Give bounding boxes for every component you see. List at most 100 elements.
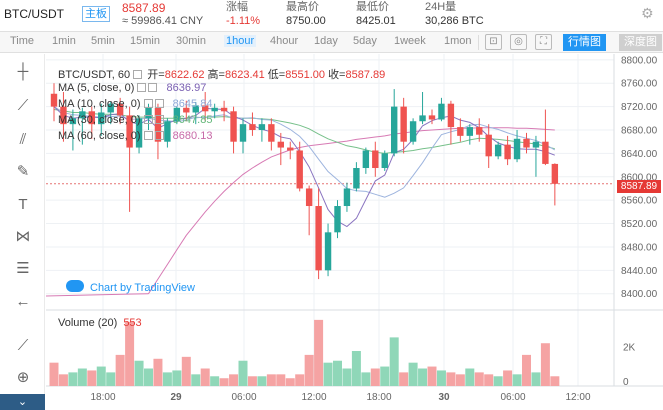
interval-time[interactable]: Time <box>10 35 35 47</box>
volume-bar <box>512 374 522 386</box>
candle-body <box>50 93 58 107</box>
last-price: 8587.89 <box>122 1 166 15</box>
volume-bar <box>304 354 314 386</box>
trendline-icon[interactable]: ⟋ <box>17 97 29 114</box>
indicators-icon[interactable]: ◎ <box>510 34 527 50</box>
candle-body <box>268 124 275 142</box>
volume-bar <box>399 372 409 386</box>
candle-body <box>551 163 559 184</box>
stat-value: 8750.00 <box>286 15 326 27</box>
volume-bar <box>285 378 295 386</box>
ma-name: MA (30, close, 0) <box>58 114 141 126</box>
fib-icon[interactable]: ⫽ <box>19 131 27 148</box>
stat-low: 最低价 8425.01 <box>356 1 396 28</box>
volume-bar <box>474 372 484 386</box>
watermark-text: Chart by TradingView <box>90 282 195 294</box>
visibility-icon[interactable] <box>143 131 153 140</box>
high-value: 8623.41 <box>224 69 265 81</box>
interval-1mon[interactable]: 1mon <box>444 35 472 47</box>
candle-body <box>296 150 303 189</box>
volume-bar <box>77 368 87 386</box>
close-icon[interactable] <box>154 99 164 108</box>
ruler-icon[interactable]: ⟋ <box>17 337 29 354</box>
fullscreen-icon[interactable]: ⛶ <box>535 34 552 50</box>
ma-legend-10: MA (10, close, 0) 8645.84 <box>58 98 212 110</box>
candle-body <box>258 124 266 131</box>
visibility-icon[interactable] <box>137 83 147 92</box>
close-icon[interactable] <box>154 115 164 124</box>
candle-body <box>324 232 332 271</box>
interval-5day[interactable]: 5day <box>353 35 377 47</box>
visibility-icon[interactable] <box>143 99 153 108</box>
candle-body <box>513 138 521 160</box>
ma30-path <box>53 109 555 154</box>
time-tick-label: 12:00 <box>301 392 326 403</box>
volume-bar <box>238 360 248 386</box>
market-chart-button[interactable]: 行情图 <box>563 34 606 51</box>
chart-canvas[interactable]: 8800.00 8760.00 8720.00 8680.00 8640.00 8600.… <box>45 54 663 410</box>
volume-bar <box>522 354 531 386</box>
volume-bar <box>257 376 267 386</box>
candle-type-icon[interactable]: ⊡ <box>485 34 502 50</box>
candle-body <box>98 112 105 125</box>
candle-body <box>428 115 436 120</box>
measure-icon[interactable]: ☰ <box>16 260 30 277</box>
volume-bars <box>49 319 560 386</box>
price-tick-label: 8560.00 <box>621 196 658 207</box>
close-icon[interactable] <box>154 131 164 140</box>
time-tick-label: 18:00 <box>366 392 391 403</box>
volume-tick-label: 2K <box>623 343 636 354</box>
close-icon[interactable] <box>148 83 158 92</box>
back-arrow-icon[interactable]: ← <box>15 293 31 310</box>
low-value: 8551.00 <box>285 69 325 81</box>
stat-label: 最高价 <box>286 1 319 13</box>
open-value: 8622.62 <box>164 69 205 81</box>
interval-5min[interactable]: 5min <box>91 35 115 47</box>
interval-1week[interactable]: 1week <box>394 35 426 47</box>
visibility-icon[interactable] <box>133 70 143 79</box>
cloud-icon <box>66 280 84 292</box>
interval-1hour[interactable]: 1hour <box>224 35 257 47</box>
text-icon[interactable]: T <box>18 196 28 213</box>
stat-label: 24H量 <box>425 1 457 13</box>
candle-body <box>88 111 95 125</box>
interval-15min[interactable]: 15min <box>130 35 160 47</box>
price-tick-label: 8760.00 <box>621 79 658 90</box>
stat-label: 涨幅 <box>226 1 248 13</box>
candle-body <box>315 206 322 271</box>
volume-bar <box>333 360 342 386</box>
candle-body <box>419 115 426 122</box>
depth-chart-button[interactable]: 深度图 <box>619 34 662 51</box>
gear-icon[interactable]: ⚙ <box>641 5 654 21</box>
candle-body <box>135 118 143 148</box>
high-label: 高= <box>207 69 225 81</box>
price-chart[interactable]: 8800.00 8760.00 8720.00 8680.00 8640.00 8600.… <box>45 54 663 410</box>
brush-icon[interactable]: ✎ <box>16 163 30 180</box>
candle-body <box>239 124 247 142</box>
interval-1day[interactable]: 1day <box>314 35 338 47</box>
interval-1min[interactable]: 1min <box>52 35 76 47</box>
tradingview-watermark[interactable]: Chart by TradingView <box>66 280 195 294</box>
volume-bar <box>153 358 163 386</box>
price-tick-label: 8720.00 <box>621 102 658 113</box>
pattern-icon[interactable]: ⋈ <box>15 228 31 245</box>
visibility-icon[interactable] <box>143 115 153 124</box>
candle-body <box>305 188 313 207</box>
crosshair-icon[interactable]: ┼ <box>17 63 29 80</box>
close-label: 收= <box>328 69 346 81</box>
interval-4hour[interactable]: 4hour <box>270 35 299 47</box>
stat-label: 最低价 <box>356 1 389 13</box>
volume-bar <box>323 362 333 386</box>
volume-bar <box>427 366 437 386</box>
symbol-name[interactable]: BTC/USDT <box>4 7 64 21</box>
candle-body <box>69 118 77 125</box>
ma60-line <box>45 127 555 297</box>
candle-body <box>353 168 360 189</box>
zoom-icon[interactable]: ⊕ <box>16 369 30 386</box>
interval-30min[interactable]: 30min <box>176 35 206 47</box>
volume-bar <box>115 354 125 386</box>
collapse-rail-button[interactable]: ⌄ <box>0 394 45 410</box>
volume-bar <box>408 362 418 386</box>
ma30-line <box>53 109 555 154</box>
volume-bar <box>276 374 286 386</box>
